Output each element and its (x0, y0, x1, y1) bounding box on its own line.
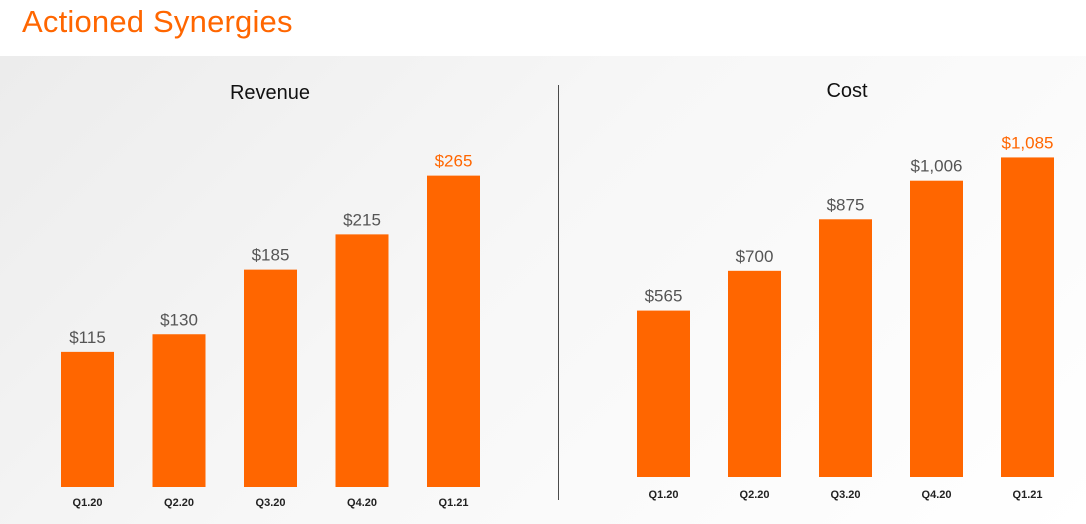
revenue-bar (244, 269, 297, 487)
revenue-x-tick-label: Q2.20 (164, 497, 194, 509)
cost-bar (728, 270, 781, 477)
chart-divider (558, 85, 559, 500)
cost-chart: Cost $565 Q1.20 $700 Q2.20 $875 Q3.20 $1,006 Q4.… (637, 80, 1054, 501)
cost-bar (819, 219, 872, 477)
cost-bar (1001, 157, 1054, 477)
revenue-bar (427, 175, 480, 487)
revenue-bar-value-label: $265 (435, 152, 473, 171)
revenue-chart: Revenue $115 Q1.20 $130 Q2.20 $185 Q3.20 $215 Q4… (61, 82, 480, 509)
cost-bar (637, 310, 690, 477)
cost-x-tick-label: Q1.20 (649, 489, 679, 501)
revenue-x-tick-label: Q4.20 (347, 497, 377, 509)
revenue-x-tick-label: Q1.20 (73, 497, 103, 509)
cost-bar-value-label: $1,085 (1002, 133, 1054, 152)
cost-x-tick-label: Q1.21 (1013, 489, 1043, 501)
revenue-bar-value-label: $215 (343, 210, 381, 229)
revenue-bar-value-label: $115 (69, 328, 106, 347)
revenue-x-tick-label: Q1.21 (439, 497, 469, 509)
revenue-x-tick-label: Q3.20 (256, 497, 286, 509)
cost-x-tick-label: Q4.20 (922, 489, 952, 501)
cost-x-tick-label: Q3.20 (831, 489, 861, 501)
cost-bar-value-label: $565 (645, 287, 683, 306)
revenue-bar-value-label: $185 (252, 246, 290, 265)
revenue-chart-title: Revenue (230, 82, 310, 104)
cost-bar-value-label: $875 (827, 195, 865, 214)
cost-bar (910, 180, 963, 477)
cost-x-tick-label: Q2.20 (740, 489, 770, 501)
revenue-bar (152, 334, 206, 487)
cost-bar-value-label: $700 (736, 247, 774, 266)
cost-bar-value-label: $1,006 (911, 157, 963, 176)
cost-chart-title: Cost (826, 80, 868, 102)
revenue-bar-value-label: $130 (160, 310, 198, 329)
revenue-bar (335, 234, 389, 487)
slide-title: Actioned Synergies (22, 4, 293, 39)
revenue-bar (61, 351, 114, 487)
